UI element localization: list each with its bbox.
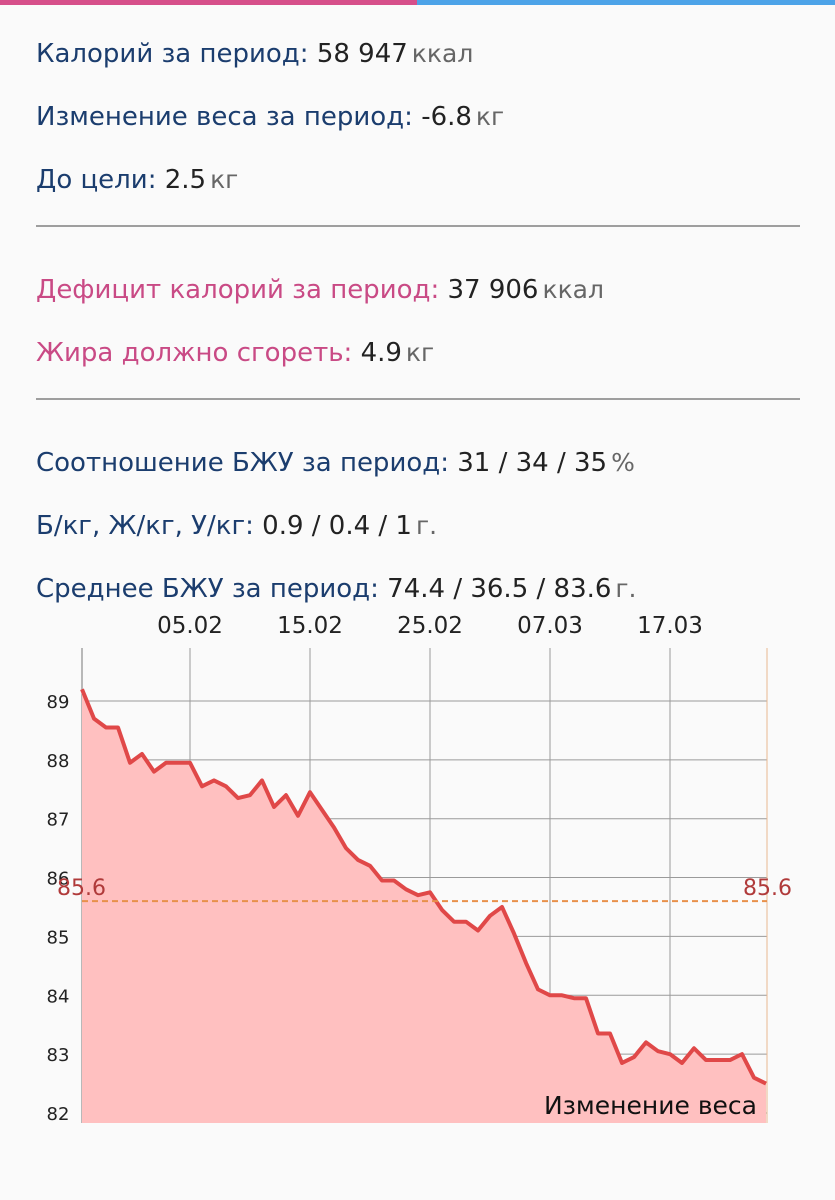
stats: Калорий за период: 58 947 ккал Изменение в… (36, 32, 800, 630)
stat-value: 0.9 / 0.4 / 1 (262, 511, 412, 541)
top-bar (0, 0, 835, 5)
line (80, 688, 767, 1086)
target-label: 85.6 (743, 876, 792, 901)
stat-value: 37 906 (447, 275, 539, 305)
stat-label: Дефицит калорий за период: (36, 275, 440, 305)
stat-row: Дефицит калорий за период: 37 906 ккал (36, 268, 800, 331)
area (82, 689, 766, 1123)
y-tick-label: 82 (47, 1104, 70, 1125)
stat-row: Жира должно сгореть: 4.9 кг (36, 331, 800, 394)
y-tick-label: 83 (47, 1045, 70, 1066)
y-tick-label: 86 (47, 869, 70, 890)
target-label: 85.6 (57, 876, 106, 901)
y-tick-label: 88 (47, 751, 70, 772)
tab-indicator (0, 0, 417, 5)
stat-unit: г. (415, 511, 438, 540)
stat-row: До цели: 2.5 кг (36, 158, 800, 221)
stat-row: Среднее БЖУ за период: 74.4 / 36.5 / 83.… (36, 567, 800, 630)
x-tick-label: 17.03 (637, 613, 703, 639)
stat-label: Среднее БЖУ за период: (36, 574, 379, 604)
y-tick-label: 84 (47, 986, 70, 1007)
stat-value: 58 947 (316, 39, 408, 69)
stat-label: Б/кг, Ж/кг, У/кг: (36, 511, 254, 541)
stat-row: Соотношение БЖУ за период: 31 / 34 / 35% (36, 441, 800, 504)
x-tick-label: 15.02 (277, 613, 343, 639)
stat-unit: кг (405, 338, 435, 367)
chart: 82 83 84 85 86 87 88 89 05.02 15.02 25.02 07.03 17.0… (47, 613, 792, 1125)
stat-unit: % (611, 448, 635, 477)
stat-value: 31 / 34 / 35 (457, 448, 608, 478)
stat-value: 2.5 (164, 165, 207, 195)
stat-unit: кг (475, 102, 505, 131)
x-tick-label: 05.02 (157, 613, 223, 639)
divider (36, 225, 800, 227)
y-tick-label: 85 (47, 927, 70, 948)
stat-value: -6.8 (421, 102, 472, 132)
stat-unit: ккал (411, 39, 474, 68)
x-tick-label: 25.02 (397, 613, 463, 639)
stat-row: Калорий за период: 58 947 ккал (36, 32, 800, 95)
stat-unit: г. (615, 574, 637, 603)
x-tick-label: 07.03 (517, 613, 583, 639)
stat-label: Соотношение БЖУ за период: (36, 448, 449, 478)
stat-label: Жира должно сгореть: (36, 338, 353, 368)
stat-row: Изменение веса за период: -6.8 кг (36, 95, 800, 158)
stat-unit: ккал (542, 275, 604, 304)
y-tick-label: 87 (47, 810, 70, 831)
stat-value: 74.4 / 36.5 / 83.6 (387, 574, 612, 604)
stat-label: Изменение веса за период: (36, 102, 413, 132)
stat-unit: кг (210, 165, 239, 194)
stat-label: Калорий за период: (36, 39, 309, 69)
y-tick-label: 89 (47, 692, 70, 713)
divider (36, 398, 800, 400)
stat-value: 4.9 (360, 338, 402, 368)
stat-label: До цели: (36, 165, 157, 195)
legend-label: Изменение веса (544, 1091, 757, 1120)
stat-row: Б/кг, Ж/кг, У/кг: 0.9 / 0.4 / 1 г. (36, 504, 800, 567)
tab-indicator (417, 0, 835, 5)
